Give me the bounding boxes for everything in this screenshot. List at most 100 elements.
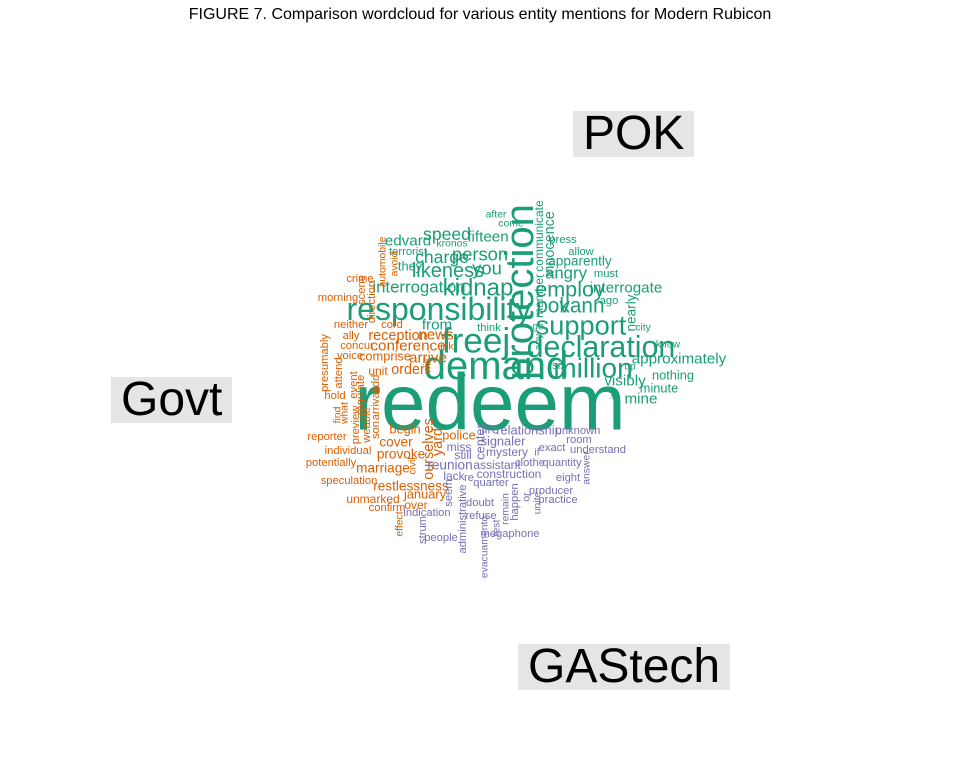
- word-event: event: [348, 370, 360, 398]
- word-confirm: confirm: [369, 502, 406, 514]
- word-find: find: [333, 406, 344, 423]
- word-news: news: [418, 327, 454, 344]
- word-lack: lack: [443, 469, 465, 483]
- word-reporter: reporter: [307, 431, 346, 443]
- word-must: must: [594, 268, 619, 280]
- word-refuse: refuse: [465, 510, 496, 522]
- word-add: add: [370, 375, 382, 394]
- word-over: over: [404, 498, 427, 512]
- word-or: or: [522, 492, 533, 502]
- word-relationship: relationship: [496, 423, 561, 438]
- word-remain: remain: [501, 493, 512, 525]
- word-approximately: approximately: [632, 351, 727, 368]
- word-still: still: [454, 448, 471, 462]
- word-come: come: [498, 219, 524, 230]
- word-unite: unite: [533, 492, 544, 515]
- word-strum: strum: [417, 516, 429, 544]
- word-automobile: automobile: [378, 236, 389, 287]
- word-test: test: [492, 520, 503, 537]
- word-protection: protection: [498, 204, 542, 380]
- word-room: room: [566, 434, 592, 446]
- word-fifteen: fifteen: [467, 229, 508, 246]
- word-quantity: quantity: [542, 457, 582, 469]
- word-reunion: reunion: [427, 458, 472, 473]
- word-support: support: [536, 310, 627, 341]
- word-individual: individual: [325, 445, 372, 457]
- word-vann: vann: [559, 295, 604, 318]
- word-construction: construction: [477, 467, 542, 481]
- word-think: think: [477, 322, 501, 334]
- word-provoke: provoke: [377, 447, 425, 462]
- word-they: they: [398, 259, 423, 274]
- word-assistant: assistant: [473, 458, 521, 472]
- word-doubt: doubt: [466, 497, 495, 509]
- word-producer: producer: [529, 485, 573, 497]
- word-ourselves: ourselves: [421, 418, 437, 480]
- word-freej: freej: [442, 322, 510, 361]
- word-unknown: unknown: [556, 425, 601, 437]
- word-attend: attend: [333, 357, 345, 388]
- word-million: million: [553, 353, 632, 384]
- word-marriage: marriage: [356, 461, 410, 476]
- word-charge: charge: [415, 247, 469, 267]
- word-preview: preview: [350, 405, 362, 444]
- word-unit: unit: [368, 364, 388, 378]
- word-crime: crime: [346, 273, 373, 285]
- word-what: what: [340, 402, 351, 425]
- word-member: member: [532, 274, 546, 318]
- word-nothing: nothing: [652, 368, 694, 383]
- word-its: its: [610, 389, 621, 399]
- word-megaphone: megaphone: [480, 528, 539, 540]
- word-son: son: [370, 421, 382, 439]
- word-employ: employ: [535, 277, 605, 302]
- word-yard: yard: [430, 428, 446, 456]
- word-direction: direction: [366, 281, 378, 323]
- word-declaration: declaration: [527, 330, 676, 364]
- word-press: press: [549, 234, 577, 246]
- word-clothe: clothe: [515, 457, 545, 469]
- word-quarter: quarter: [473, 477, 509, 489]
- word-ally: ally: [343, 330, 360, 342]
- word-effect: effect: [395, 511, 406, 536]
- word-interrogate: interrogate: [590, 280, 663, 297]
- word-people: people: [424, 532, 458, 544]
- word-if: if: [534, 448, 539, 459]
- word-re: re: [464, 472, 474, 484]
- word-exact: exact: [539, 442, 567, 454]
- word-scene: scene: [356, 275, 368, 305]
- word-comprise: comprise: [359, 349, 411, 364]
- word-presumably: presumably: [319, 334, 331, 392]
- figure-title: FIGURE 7. Comparison wordcloud for vario…: [188, 6, 772, 23]
- word-hold: hold: [324, 390, 345, 402]
- word-demand: demand: [424, 344, 569, 388]
- word-up: up: [624, 362, 636, 373]
- word-ago: ago: [600, 295, 619, 307]
- word-visibly: visibly: [604, 373, 646, 390]
- word-center: center: [473, 423, 488, 459]
- word-minute: minute: [640, 381, 678, 396]
- word-redeem: redeem: [354, 358, 625, 447]
- word-arrive: arrive: [409, 350, 447, 367]
- word-weable: weable: [361, 407, 373, 443]
- word-understand: understand: [570, 444, 626, 456]
- word-allow: allow: [568, 246, 594, 258]
- word-arrival: arrival: [370, 390, 382, 420]
- word-answer: answer: [582, 451, 593, 485]
- word-civil: civil: [408, 457, 419, 474]
- word-avoid: avoid: [390, 251, 401, 276]
- word-person: person: [452, 244, 508, 265]
- word-january: january: [403, 487, 447, 502]
- word-neither: neither: [334, 319, 368, 331]
- word-ink: ink: [440, 342, 454, 353]
- word-edvard: edvard: [385, 233, 431, 250]
- word-morning: morning: [318, 292, 358, 304]
- word-kidnap: kidnap: [443, 275, 514, 302]
- word-apparently: apparently: [548, 254, 612, 269]
- word-administrative: administrative: [457, 484, 469, 553]
- word-will: will: [423, 359, 434, 374]
- word-practice: practice: [538, 494, 577, 506]
- group-label-pok: POK: [573, 110, 695, 158]
- word-regulate: regulate: [355, 375, 367, 415]
- word-restlessness: restlessness: [373, 479, 449, 494]
- word-kronos: kronos: [436, 239, 467, 250]
